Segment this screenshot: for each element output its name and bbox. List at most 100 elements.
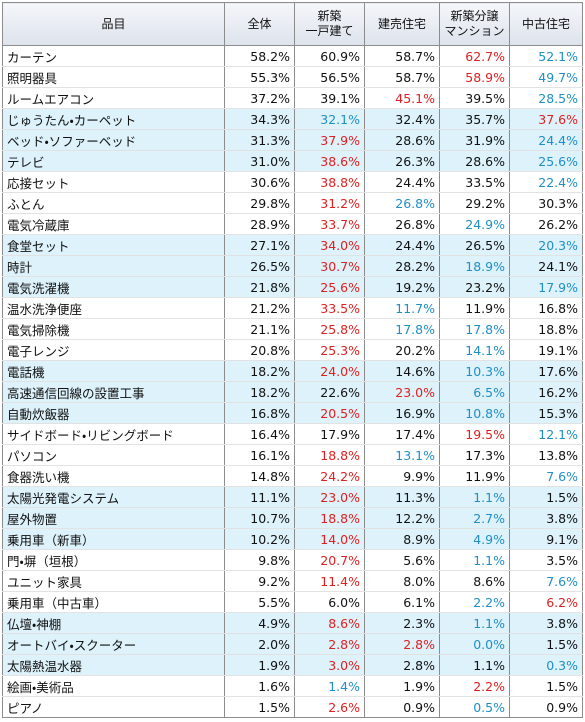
percent-cell: 2.2% bbox=[439, 591, 510, 613]
percent-cell: 26.5% bbox=[439, 234, 510, 256]
percent-cell: 25.6% bbox=[294, 276, 365, 298]
percent-cell: 18.8% bbox=[294, 507, 365, 529]
item-label: 太陽光発電システム bbox=[2, 486, 225, 508]
table-row: テレビ 31.0% 38.6% 26.3% 28.6% 25.6% bbox=[2, 150, 583, 172]
percent-cell: 16.2% bbox=[509, 381, 583, 403]
percent-cell: 17.9% bbox=[509, 276, 583, 298]
percent-cell: 26.3% bbox=[364, 150, 440, 172]
percent-cell: 16.1% bbox=[224, 444, 295, 466]
item-label: 電話機 bbox=[2, 360, 225, 382]
percent-cell: 37.9% bbox=[294, 129, 365, 151]
table-row: ユニット家具 9.2% 11.4% 8.0% 8.6% 7.6% bbox=[2, 570, 583, 592]
percent-cell: 38.8% bbox=[294, 171, 365, 193]
header-cell: 中古住宅 bbox=[509, 2, 583, 46]
table-row: ふとん 29.8% 31.2% 26.8% 29.2% 30.3% bbox=[2, 192, 583, 214]
percent-cell: 18.2% bbox=[224, 360, 295, 382]
percent-cell: 4.9% bbox=[224, 612, 295, 634]
percent-cell: 18.8% bbox=[294, 444, 365, 466]
percent-cell: 30.3% bbox=[509, 192, 583, 214]
percent-cell: 1.1% bbox=[439, 654, 510, 676]
percent-cell: 33.5% bbox=[294, 297, 365, 319]
percent-cell: 23.0% bbox=[294, 486, 365, 508]
table-row: 食堂セット 27.1% 34.0% 24.4% 26.5% 20.3% bbox=[2, 234, 583, 256]
percent-cell: 5.6% bbox=[364, 549, 440, 571]
item-label: 電気冷蔵庫 bbox=[2, 213, 225, 235]
percent-cell: 16.4% bbox=[224, 423, 295, 445]
percent-cell: 1.6% bbox=[224, 675, 295, 697]
percent-cell: 25.3% bbox=[294, 339, 365, 361]
table-row: オートバイ・スクーター 2.0% 2.8% 2.8% 0.0% 1.5% bbox=[2, 633, 583, 655]
percent-cell: 23.0% bbox=[364, 381, 440, 403]
item-label: 門・塀（垣根） bbox=[2, 549, 225, 571]
percent-cell: 30.7% bbox=[294, 255, 365, 277]
percent-cell: 0.9% bbox=[509, 696, 583, 718]
percent-cell: 17.8% bbox=[364, 318, 440, 340]
item-label: 自動炊飯器 bbox=[2, 402, 225, 424]
percent-cell: 16.8% bbox=[224, 402, 295, 424]
percent-cell: 10.7% bbox=[224, 507, 295, 529]
table-row: 電話機 18.2% 24.0% 14.6% 10.3% 17.6% bbox=[2, 360, 583, 382]
item-label: オートバイ・スクーター bbox=[2, 633, 225, 655]
item-label: じゅうたん・カーペット bbox=[2, 108, 225, 130]
table-row: カーテン 58.2% 60.9% 58.7% 62.7% 52.1% bbox=[2, 45, 583, 67]
item-label: テレビ bbox=[2, 150, 225, 172]
item-label: ふとん bbox=[2, 192, 225, 214]
item-label: 応接セット bbox=[2, 171, 225, 193]
percent-cell: 24.4% bbox=[364, 171, 440, 193]
percent-cell: 11.3% bbox=[364, 486, 440, 508]
item-label: 絵画・美術品 bbox=[2, 675, 225, 697]
percent-cell: 26.5% bbox=[224, 255, 295, 277]
percent-cell: 32.1% bbox=[294, 108, 365, 130]
percent-cell: 21.8% bbox=[224, 276, 295, 298]
table-row: 電気冷蔵庫 28.9% 33.7% 26.8% 24.9% 26.2% bbox=[2, 213, 583, 235]
percent-cell: 0.9% bbox=[364, 696, 440, 718]
table-row: 温水洗浄便座 21.2% 33.5% 11.7% 11.9% 16.8% bbox=[2, 297, 583, 319]
item-label: 屋外物置 bbox=[2, 507, 225, 529]
table-row: じゅうたん・カーペット 34.3% 32.1% 32.4% 35.7% 37.6% bbox=[2, 108, 583, 130]
percent-cell: 28.5% bbox=[509, 87, 583, 109]
percent-cell: 14.6% bbox=[364, 360, 440, 382]
table-row: 乗用車（新車） 10.2% 14.0% 8.9% 4.9% 9.1% bbox=[2, 528, 583, 550]
percent-cell: 35.7% bbox=[439, 108, 510, 130]
percent-cell: 28.2% bbox=[364, 255, 440, 277]
percent-cell: 27.1% bbox=[224, 234, 295, 256]
header-cell: 建売住宅 bbox=[364, 2, 440, 46]
table-row: 時計 26.5% 30.7% 28.2% 18.9% 24.1% bbox=[2, 255, 583, 277]
table-row: 応接セット 30.6% 38.8% 24.4% 33.5% 22.4% bbox=[2, 171, 583, 193]
percent-cell: 5.5% bbox=[224, 591, 295, 613]
percent-cell: 17.9% bbox=[294, 423, 365, 445]
percent-cell: 12.2% bbox=[364, 507, 440, 529]
table-row: サイドボード・リビングボード 16.4% 17.9% 17.4% 19.5% 12.1% bbox=[2, 423, 583, 445]
percent-cell: 6.1% bbox=[364, 591, 440, 613]
percent-cell: 58.2% bbox=[224, 45, 295, 67]
percent-cell: 10.8% bbox=[439, 402, 510, 424]
percent-cell: 31.0% bbox=[224, 150, 295, 172]
table-row: 門・塀（垣根） 9.8% 20.7% 5.6% 1.1% 3.5% bbox=[2, 549, 583, 571]
item-label: 電子レンジ bbox=[2, 339, 225, 361]
header-cell: 新築分譲 マンション bbox=[439, 2, 510, 46]
percent-cell: 16.9% bbox=[364, 402, 440, 424]
table-row: 照明器具 55.3% 56.5% 58.7% 58.9% 49.7% bbox=[2, 66, 583, 88]
percent-cell: 11.9% bbox=[439, 297, 510, 319]
item-label: 時計 bbox=[2, 255, 225, 277]
item-label: 照明器具 bbox=[2, 66, 225, 88]
header-cell: 品目 bbox=[2, 2, 225, 46]
percent-cell: 20.3% bbox=[509, 234, 583, 256]
header-cell: 新築 一戸建て bbox=[294, 2, 365, 46]
percent-cell: 9.2% bbox=[224, 570, 295, 592]
table-row: 自動炊飯器 16.8% 20.5% 16.9% 10.8% 15.3% bbox=[2, 402, 583, 424]
percent-cell: 2.3% bbox=[364, 612, 440, 634]
percent-cell: 14.1% bbox=[439, 339, 510, 361]
percent-cell: 10.3% bbox=[439, 360, 510, 382]
percent-cell: 33.7% bbox=[294, 213, 365, 235]
percent-cell: 21.1% bbox=[224, 318, 295, 340]
percent-cell: 25.6% bbox=[509, 150, 583, 172]
percent-cell: 7.6% bbox=[509, 465, 583, 487]
table-row: ピアノ 1.5% 2.6% 0.9% 0.5% 0.9% bbox=[2, 696, 583, 718]
percent-cell: 6.2% bbox=[509, 591, 583, 613]
percent-cell: 58.7% bbox=[364, 66, 440, 88]
percent-cell: 0.5% bbox=[439, 696, 510, 718]
percent-cell: 2.6% bbox=[294, 696, 365, 718]
